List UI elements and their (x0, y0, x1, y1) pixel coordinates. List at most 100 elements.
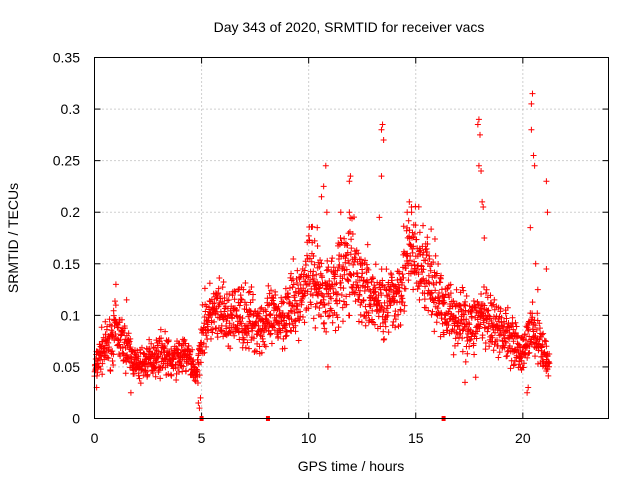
data-point (189, 346, 196, 353)
data-point (395, 311, 402, 318)
data-point (415, 271, 422, 278)
data-point (454, 340, 461, 347)
data-point (534, 360, 541, 367)
y-axis-label: SRMTID / TECUs (5, 183, 21, 293)
data-point (536, 325, 543, 332)
data-point (128, 355, 135, 362)
data-point (392, 324, 399, 331)
data-point (492, 329, 499, 336)
data-point (378, 303, 385, 310)
data-point (321, 301, 328, 308)
data-point (238, 320, 245, 327)
data-point (292, 317, 299, 324)
data-point (230, 328, 237, 335)
data-point (496, 349, 503, 356)
data-point (437, 333, 444, 340)
data-point (405, 217, 412, 224)
data-point (277, 329, 284, 336)
data-point (401, 308, 408, 315)
data-point (478, 167, 485, 174)
data-point (285, 294, 292, 301)
data-point (238, 296, 245, 303)
data-point (308, 301, 315, 308)
data-point (461, 311, 468, 318)
data-point (501, 344, 508, 351)
data-point (121, 325, 128, 332)
data-point (323, 267, 330, 274)
data-point (268, 340, 275, 347)
data-point (268, 287, 275, 294)
data-point (427, 267, 434, 274)
data-point (201, 285, 208, 292)
data-point (262, 343, 269, 350)
data-point (425, 307, 432, 314)
data-point (424, 240, 431, 247)
data-point (339, 318, 346, 325)
data-point (249, 325, 256, 332)
data-point (473, 335, 480, 342)
data-point (119, 349, 126, 356)
data-point (400, 274, 407, 281)
data-point (532, 353, 539, 360)
data-point (424, 248, 431, 255)
data-point (470, 298, 477, 305)
data-point (343, 293, 350, 300)
data-point (245, 345, 252, 352)
data-point (460, 287, 467, 294)
data-point (521, 360, 528, 367)
data-point (485, 307, 492, 314)
data-point (97, 366, 104, 373)
data-point (545, 372, 552, 379)
data-point (362, 322, 369, 329)
data-point (521, 331, 528, 338)
data-point (137, 349, 144, 356)
data-point (372, 261, 379, 268)
data-point (258, 349, 265, 356)
data-point (267, 331, 274, 338)
data-point (352, 289, 359, 296)
data-point (479, 332, 486, 339)
data-point (194, 367, 201, 374)
data-point (459, 335, 466, 342)
data-point (290, 255, 297, 262)
data-point (479, 198, 486, 205)
data-point (533, 326, 540, 333)
data-point (346, 260, 353, 267)
data-point (209, 312, 216, 319)
data-point (107, 367, 114, 374)
data-point (106, 316, 113, 323)
data-point (524, 354, 531, 361)
data-point (221, 300, 228, 307)
data-point (165, 337, 172, 344)
data-point (354, 273, 361, 280)
data-point (405, 261, 412, 268)
data-point (349, 230, 356, 237)
y-tick-label: 0.35 (53, 50, 80, 66)
data-point (406, 198, 413, 205)
data-point (242, 329, 249, 336)
data-point (312, 303, 319, 310)
data-point (231, 296, 238, 303)
x-tick-label: 20 (515, 430, 531, 446)
data-point (292, 322, 299, 329)
data-point (365, 312, 372, 319)
data-point (176, 369, 183, 376)
data-point (288, 316, 295, 323)
data-point (427, 290, 434, 297)
data-point (358, 319, 365, 326)
data-point (181, 336, 188, 343)
data-point (510, 326, 517, 333)
y-tick-label: 0.15 (53, 256, 80, 272)
data-point (110, 312, 117, 319)
data-point (426, 256, 433, 263)
data-point (525, 327, 532, 334)
data-point (115, 324, 122, 331)
data-point (146, 336, 153, 343)
data-point (466, 321, 473, 328)
data-point (398, 292, 405, 299)
data-point (322, 308, 329, 315)
data-point (510, 338, 517, 345)
data-point (399, 271, 406, 278)
data-point (450, 298, 457, 305)
data-point (322, 162, 329, 169)
